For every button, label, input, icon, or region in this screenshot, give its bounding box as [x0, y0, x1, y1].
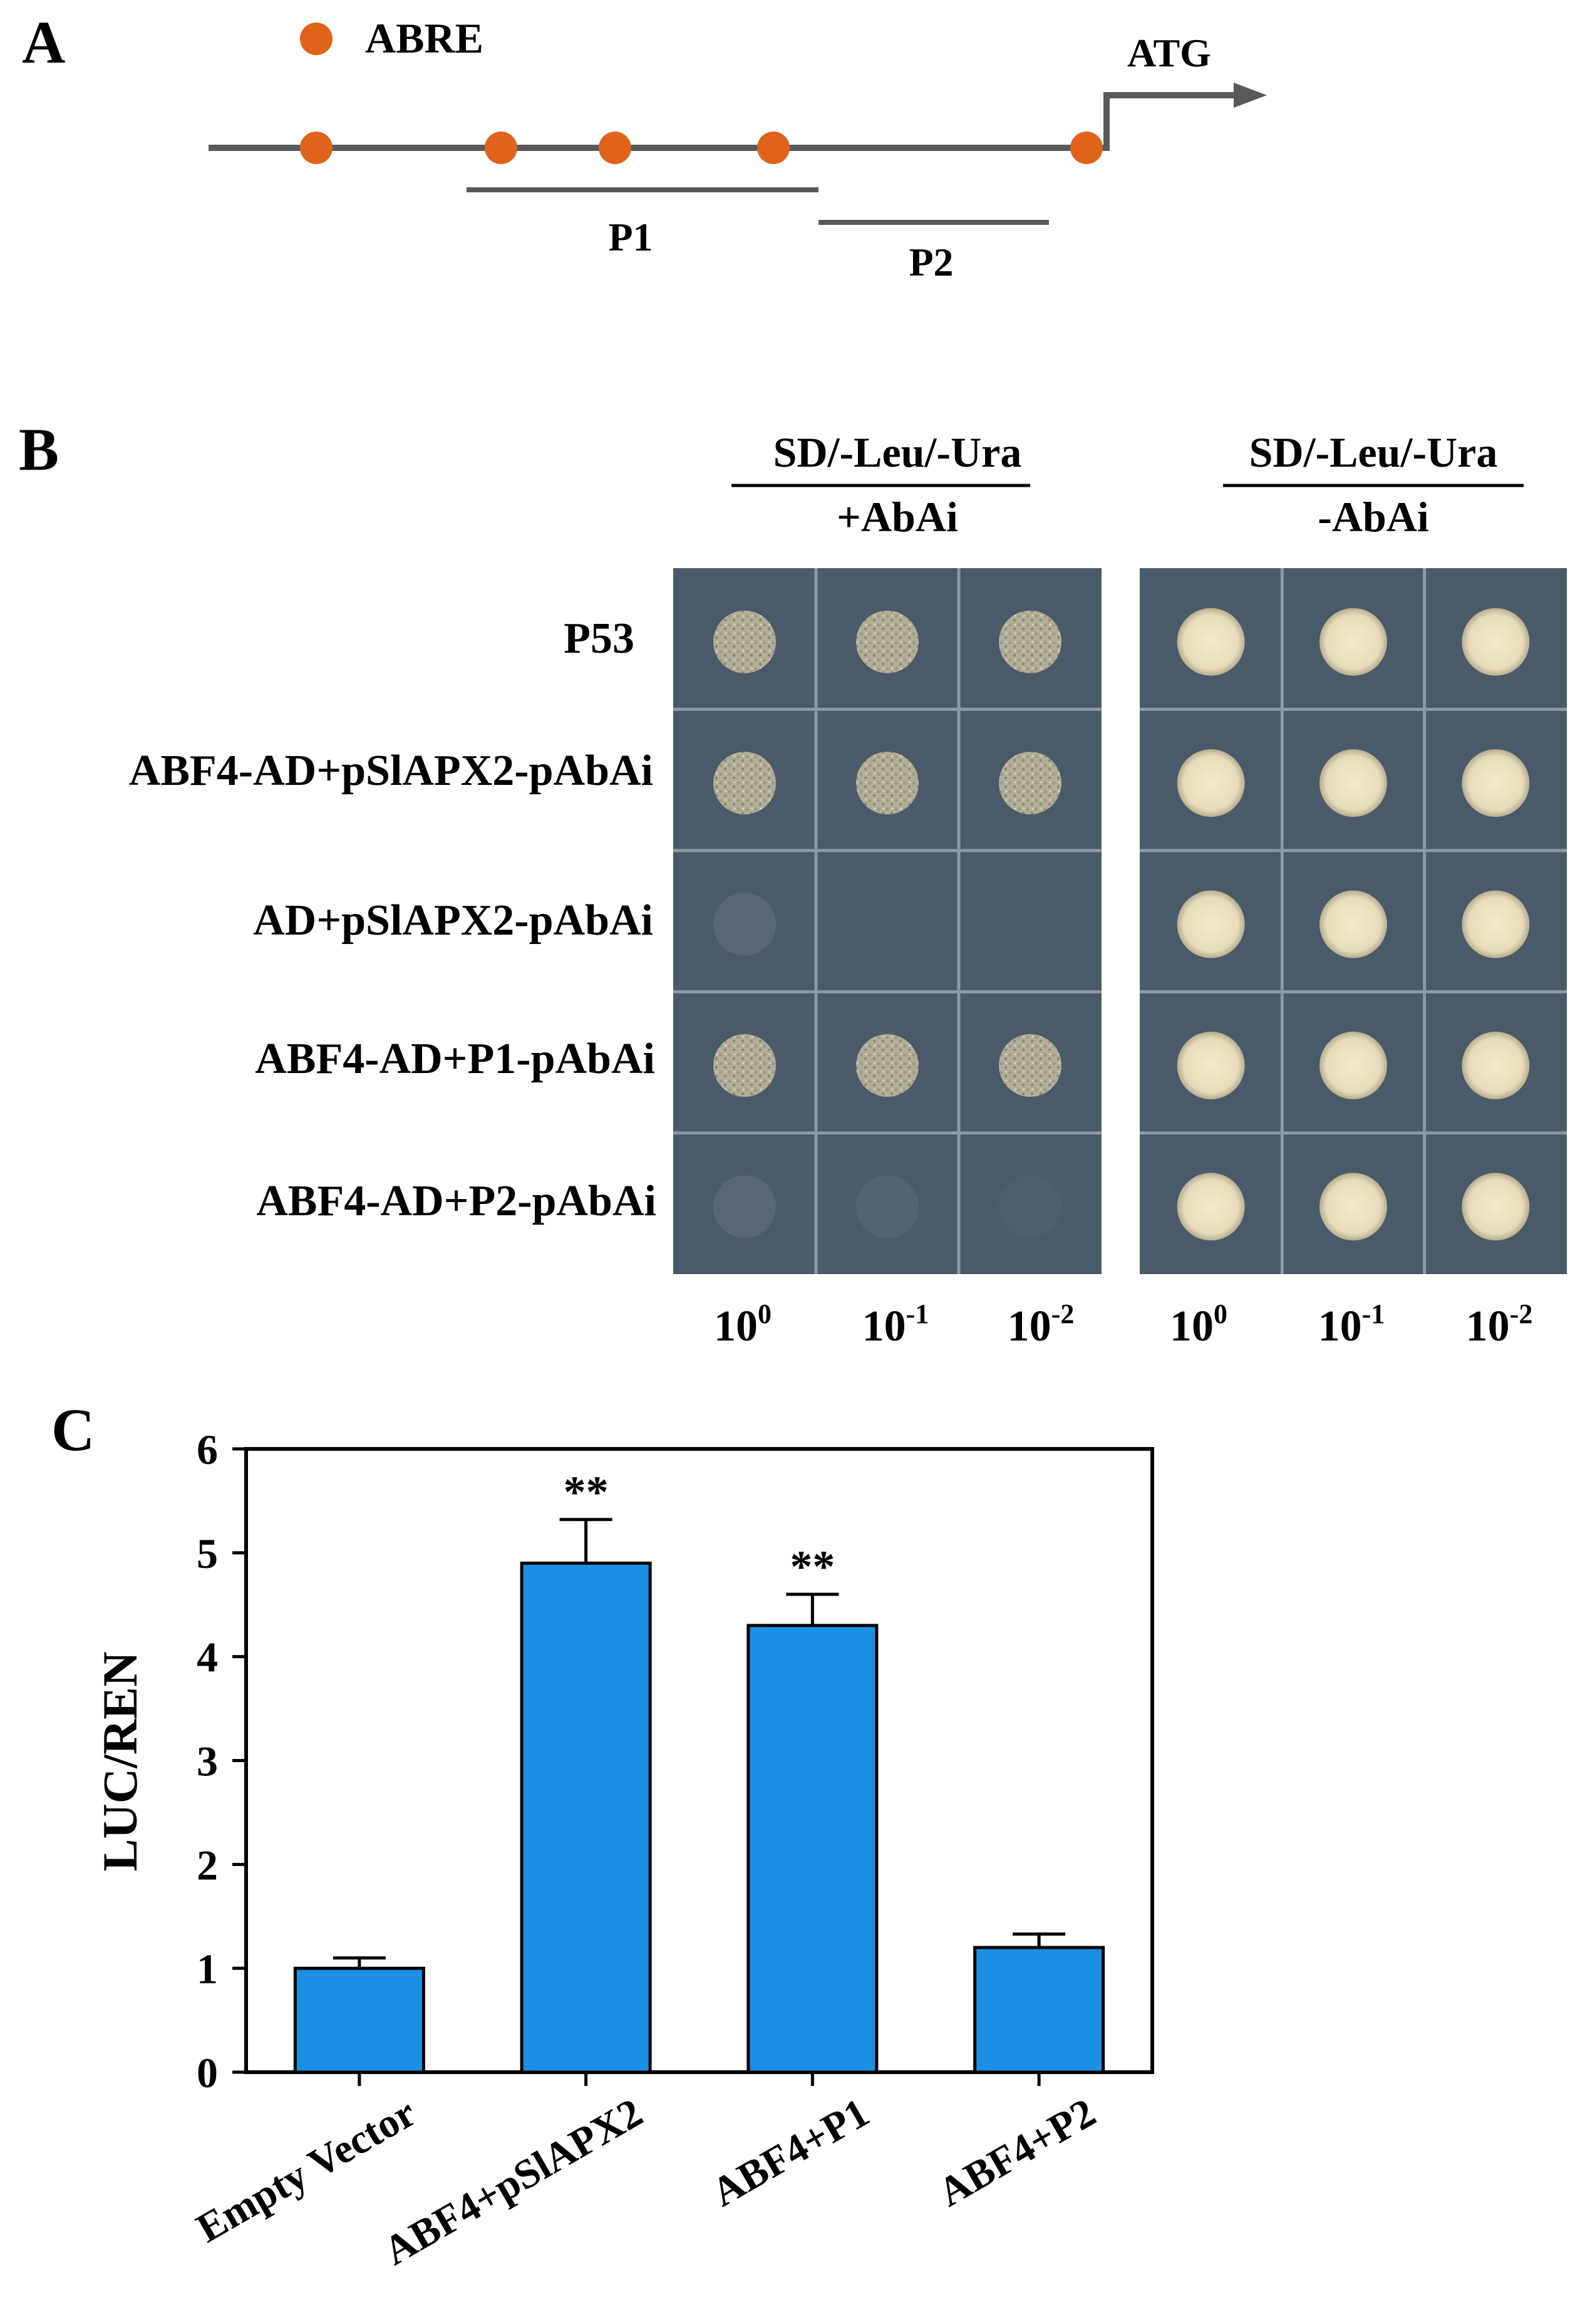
x-tick-label: ABF4+pSlAPX2: [376, 2090, 650, 2275]
yeast-colony: [1319, 1031, 1387, 1099]
y-tick-label: 5: [197, 1530, 218, 1577]
yeast-colony-texture: [999, 752, 1061, 815]
yeast-colony: [1462, 890, 1530, 958]
abre-site: [300, 132, 333, 164]
yeast-colony-faint: [713, 1175, 776, 1238]
y-tick-label: 4: [197, 1634, 218, 1681]
yeast-colony: [1462, 749, 1530, 817]
row-label-p53: P53: [564, 615, 634, 663]
yeast-colony-texture: [856, 1034, 919, 1097]
abre-site: [485, 132, 517, 164]
yeast-colony-faint: [856, 1175, 919, 1238]
row-label-abf4-ad-p1: ABF4-AD+P1-pAbAi: [255, 1035, 655, 1083]
dilution-label: 10-1: [862, 1299, 929, 1351]
y-tick-label: 6: [197, 1426, 218, 1473]
transcription-start-arrow: [1103, 92, 1237, 148]
bar: [293, 1966, 425, 2074]
bar: [746, 1624, 879, 2074]
x-tick-label: ABF4+P1: [704, 2090, 876, 2216]
y-tick-label: 0: [197, 2049, 218, 2097]
plate-minus-wells: [1140, 568, 1567, 1274]
dilution-label: 10-1: [1318, 1299, 1385, 1351]
fragment-p2-label: P2: [909, 240, 953, 284]
panel-b: B SD/-Leu/-Ura +AbAi SD/-Leu/-Ura -AbAi …: [19, 416, 1567, 1351]
plate-plus-wells: [673, 568, 1102, 1274]
yeast-colony: [1177, 749, 1245, 817]
panel-a: A ABRE ATG P1 P2: [22, 9, 1267, 284]
atg-label: ATG: [1127, 31, 1211, 75]
fragment-p1-label: P1: [608, 215, 653, 259]
abre-legend-marker: [300, 23, 333, 55]
plate-minus-header-line1: SD/-Leu/-Ura: [1249, 428, 1498, 476]
yeast-colony-faint: [713, 893, 776, 956]
bar: [973, 1946, 1105, 2074]
abre-site: [757, 132, 790, 164]
panel-c-label: C: [51, 1396, 95, 1463]
x-tick-label: ABF4+P2: [931, 2090, 1103, 2216]
y-tick-label: 2: [197, 1841, 218, 1889]
yeast-colony-texture: [999, 1034, 1061, 1097]
row-label-ad-pslapx2: AD+pSlAPX2-pAbAi: [253, 896, 653, 945]
y-tick-label: 3: [197, 1738, 218, 1785]
yeast-colony: [1319, 1173, 1387, 1241]
yeast-colony: [1177, 1173, 1245, 1241]
abre-site: [599, 132, 631, 164]
yeast-colony: [1462, 1173, 1530, 1241]
yeast-colony: [1319, 608, 1387, 676]
dilution-labels: 100 10-1 10-2 100 10-1 10-2: [714, 1299, 1532, 1351]
dilution-label: 100: [714, 1299, 772, 1351]
abre-legend-label: ABRE: [365, 14, 483, 62]
yeast-colony-texture: [856, 610, 919, 673]
yeast-colony: [1177, 890, 1245, 958]
yeast-colony-texture: [856, 752, 919, 815]
panel-a-label: A: [22, 9, 65, 76]
yeast-colony: [1462, 1031, 1530, 1099]
yeast-colony: [1319, 749, 1387, 817]
plate-plus-header-line1: SD/-Leu/-Ura: [773, 428, 1022, 476]
bar: [520, 1561, 652, 2074]
yeast-colony-faint: [999, 1175, 1061, 1238]
yeast-colony-texture: [713, 752, 776, 815]
yeast-colony: [1319, 890, 1387, 958]
arrow-head-icon: [1234, 83, 1267, 108]
significance-label: **: [790, 1542, 835, 1592]
plate-plus-header-line2: +AbAi: [837, 493, 958, 541]
y-axis-label: LUC/REN: [93, 1651, 147, 1871]
yeast-colony-texture: [999, 610, 1061, 673]
yeast-colony: [1177, 1031, 1245, 1099]
dilution-label: 10-2: [1008, 1299, 1075, 1351]
panel-b-label: B: [19, 416, 59, 483]
significance-label: **: [564, 1467, 609, 1517]
dilution-label: 100: [1170, 1299, 1227, 1351]
yeast-colony-texture: [713, 1034, 776, 1097]
dilution-label: 10-2: [1466, 1299, 1533, 1351]
plate-plus-abai: [673, 568, 1102, 1274]
plate-minus-header-line2: -AbAi: [1318, 493, 1429, 541]
y-tick-label: 1: [197, 1945, 218, 1993]
yeast-colony: [1462, 608, 1530, 676]
yeast-colony-texture: [713, 610, 776, 673]
abre-site: [1070, 132, 1103, 164]
row-label-abf4-ad-pslapx2: ABF4-AD+pSlAPX2-pAbAi: [129, 747, 653, 795]
row-label-abf4-ad-p2: ABF4-AD+P2-pAbAi: [256, 1177, 656, 1225]
yeast-colony: [1177, 608, 1245, 676]
